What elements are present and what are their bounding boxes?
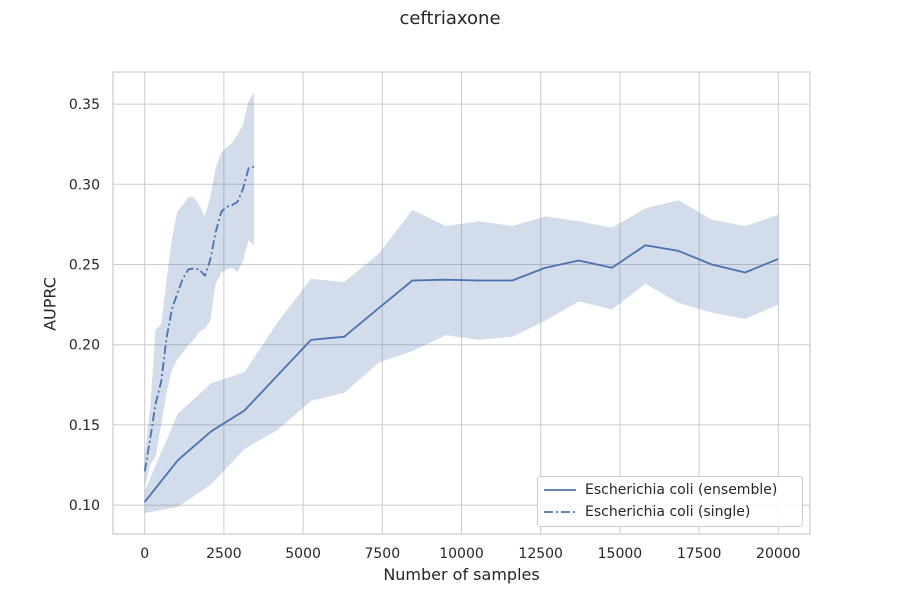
- legend-item-single: Escherichia coli (single): [544, 502, 750, 522]
- y-axis-label: AUPRC: [40, 277, 60, 331]
- legend-label-ensemble: Escherichia coli (ensemble): [585, 482, 778, 498]
- x-tick-label: 5000: [285, 546, 321, 562]
- x-tick-label: 10000: [439, 546, 484, 562]
- x-tick-label: 12500: [518, 546, 563, 562]
- confidence-band-ensemble: [144, 200, 779, 514]
- x-tick-label: 0: [140, 546, 149, 562]
- confidence-band-single: [144, 92, 254, 488]
- series-line-ensemble: [143, 244, 779, 503]
- chart-title: ceftriaxone: [399, 8, 501, 29]
- x-tick-label: 15000: [598, 546, 643, 562]
- y-tick-label: 0.35: [69, 97, 100, 113]
- series-line-single: [143, 165, 255, 472]
- y-tick-label: 0.20: [69, 338, 100, 354]
- tick-labels: 0 2500 5000 7500 10000 12500 15000 17500 20000 0.…: [69, 97, 801, 562]
- x-axis-label: Number of samples: [383, 565, 540, 584]
- x-tick-label: 20000: [756, 546, 801, 562]
- y-tick-label: 0.15: [69, 418, 100, 434]
- series-lines: [143, 165, 779, 503]
- x-tick-label: 2500: [206, 546, 242, 562]
- y-tick-label: 0.30: [69, 177, 100, 193]
- y-tick-label: 0.10: [69, 498, 100, 514]
- legend-label-single: Escherichia coli (single): [585, 504, 751, 520]
- legend: Escherichia coli (ensemble) Escherichia …: [537, 476, 803, 527]
- grid-lines: [113, 72, 810, 534]
- x-tick-label: 17500: [677, 546, 722, 562]
- legend-swatch-dashdot: [544, 511, 576, 513]
- confidence-bands: [144, 92, 779, 514]
- legend-swatch-solid: [544, 489, 576, 491]
- legend-item-ensemble: Escherichia coli (ensemble): [544, 480, 777, 500]
- y-tick-label: 0.25: [69, 258, 100, 274]
- x-tick-label: 7500: [364, 546, 400, 562]
